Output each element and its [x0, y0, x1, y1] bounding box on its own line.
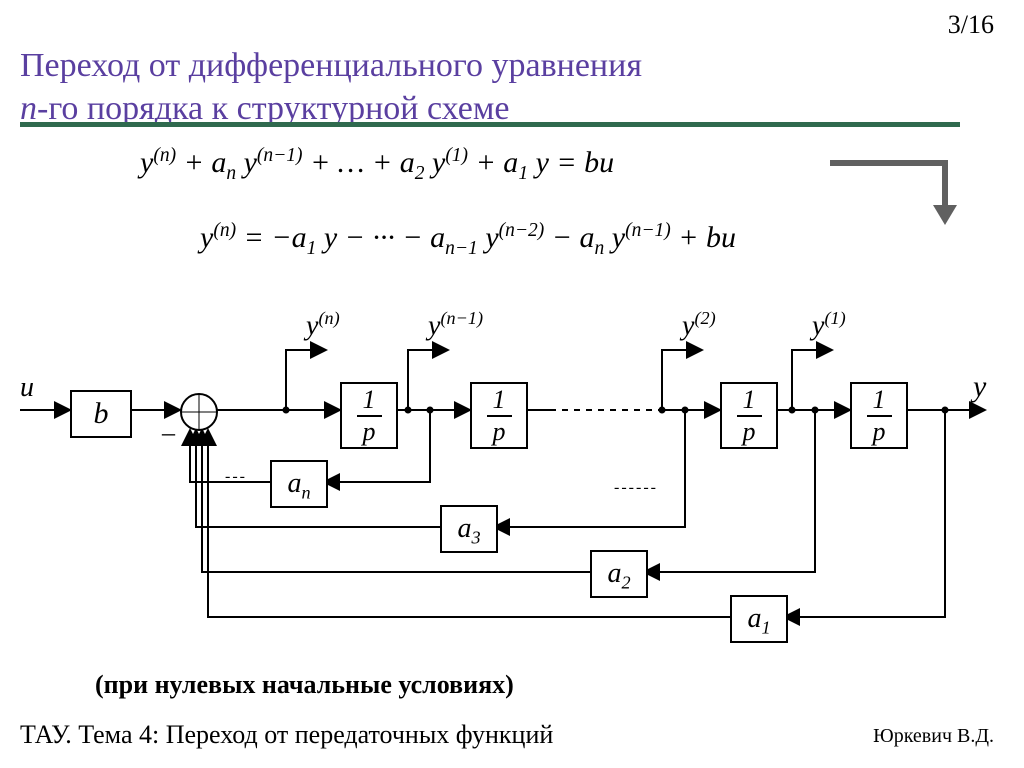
- tap-label: y(1): [812, 308, 846, 342]
- title-underline: [20, 122, 960, 127]
- integrator-block: 1p: [720, 382, 778, 449]
- feedback-gain-a2: a2: [590, 550, 648, 598]
- page-number: 3/16: [948, 10, 994, 40]
- equation-1: y(n) + an y(n−1) + … + a2 y(1) + a1 y = …: [140, 145, 614, 185]
- feedback-gain-an: an: [270, 460, 328, 508]
- feedback-gain-a3: a3: [440, 505, 498, 553]
- ellipsis: ---: [225, 468, 247, 486]
- tap-label: y(n): [306, 308, 340, 342]
- equation-2: y(n) = −a1 y − ··· − an−1 y(n−2) − an y(…: [200, 220, 736, 260]
- ellipsis: ------: [614, 479, 658, 497]
- integrator-block: 1p: [470, 382, 528, 449]
- title-line2-n: n: [20, 90, 37, 127]
- slide-title: Переход от дифференциального уравнения n…: [20, 45, 642, 130]
- title-line1: Переход от дифференциального уравнения: [20, 47, 642, 84]
- summing-junction: [180, 393, 218, 431]
- block-diagram: u b– y(n) 1p y(n−1) 1p y(2) 1p y(1) 1p y an --- a3 ---…: [10, 290, 1010, 650]
- tap-label: y(n−1): [428, 308, 483, 342]
- title-line2-rest: -го порядка к структурной схеме: [37, 90, 509, 127]
- footer-topic: ТАУ. Тема 4: Переход от передаточных фун…: [20, 720, 553, 750]
- integrator-block: 1p: [340, 382, 398, 449]
- integrator-block: 1p: [850, 382, 908, 449]
- transition-arrow-icon: [825, 155, 965, 245]
- footer-author: Юркевич В.Д.: [873, 725, 994, 748]
- input-label-u: u: [20, 372, 34, 404]
- gain-block-b: b: [70, 390, 132, 438]
- zero-initial-conditions-note: (при нулевых начальные условиях): [95, 670, 514, 700]
- minus-sign: –: [162, 418, 175, 448]
- feedback-gain-a1: a1: [730, 595, 788, 643]
- output-label-y: y: [973, 370, 986, 404]
- tap-label: y(2): [682, 308, 716, 342]
